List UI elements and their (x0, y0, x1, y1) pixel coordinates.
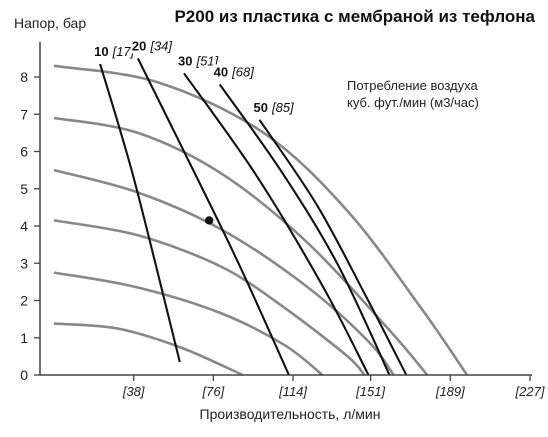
y-tick-label: 1 (20, 330, 28, 346)
air-label-bg (130, 38, 174, 54)
air-line-20 (136, 57, 290, 376)
x-tick-label: [38] (122, 384, 145, 399)
air-line-30 (183, 72, 370, 376)
y-tick-label: 3 (20, 255, 28, 271)
y-tick-label: 2 (20, 293, 28, 309)
air-label-20: 20 [34] (132, 38, 173, 53)
air-label-50: 50 [85] (253, 100, 294, 115)
air-label-bg (93, 43, 136, 59)
air-label-bg (212, 64, 256, 80)
y-tick-label: 4 (20, 218, 28, 234)
y-tick-label: 7 (20, 106, 28, 122)
air-line-40 (218, 83, 391, 376)
air-label-m3h: [34] (149, 38, 172, 53)
air-label-bg (177, 53, 220, 69)
air-label-cfm: 50 (253, 100, 267, 115)
performance-curve-6 (53, 322, 244, 377)
air-line-50 (258, 119, 408, 376)
performance-curve-2 (53, 116, 429, 376)
air-line-10 (99, 63, 181, 363)
y-tick-label: 6 (20, 144, 28, 160)
y-ticks: 0 1 2 3 4 5 6 7 8 (20, 69, 40, 383)
x-ticks: [38] [76] [114] [151] [189] [227] (122, 375, 545, 399)
performance-curves (53, 64, 469, 377)
performance-curve-3 (53, 168, 395, 376)
air-label-10: 10 [17] (94, 44, 135, 59)
air-label-cfm: 10 (94, 44, 108, 59)
x-tick-label: [114] (278, 384, 307, 399)
x-tick-label: [151] (355, 384, 385, 399)
y-tick-label: 5 (20, 181, 28, 197)
air-consumption-lines (99, 57, 408, 376)
x-tick-label: [227] (515, 384, 545, 399)
air-label-m3h: [68] (231, 64, 254, 79)
air-label-m3h: [85] (271, 100, 294, 115)
x-tick-label: [76] (202, 384, 225, 399)
y-tick-label: 8 (20, 69, 28, 85)
operating-point-marker (204, 216, 214, 225)
y-tick-label: 0 (20, 367, 28, 383)
y-axis-label: Напор, бар (14, 15, 86, 31)
x-axis-label: Производительность, л/мин (200, 406, 381, 422)
legend-line-2: куб. фут./мин (м3/час) (347, 95, 479, 110)
air-label-40: 40 [68] (214, 64, 255, 79)
legend-line-1: Потребление воздуха (347, 78, 478, 93)
air-label-cfm: 20 (132, 38, 146, 53)
air-label-m3h: [17] (112, 44, 135, 59)
chart-title: P200 из пластика с мембраной из тефлона (174, 7, 535, 26)
performance-curve-4 (53, 219, 366, 376)
air-label-cfm: 30 (178, 53, 192, 68)
marker-layer (204, 216, 214, 225)
air-consumption-labels: 10 [17]20 [34] 30 [51]40 [68] 50 [85] (93, 38, 296, 115)
air-label-bg (252, 99, 296, 115)
air-label-30: 30 [51] (178, 53, 219, 68)
x-tick-label: [189] (435, 384, 465, 399)
performance-curve-5 (53, 271, 324, 377)
air-label-cfm: 40 (214, 64, 228, 79)
